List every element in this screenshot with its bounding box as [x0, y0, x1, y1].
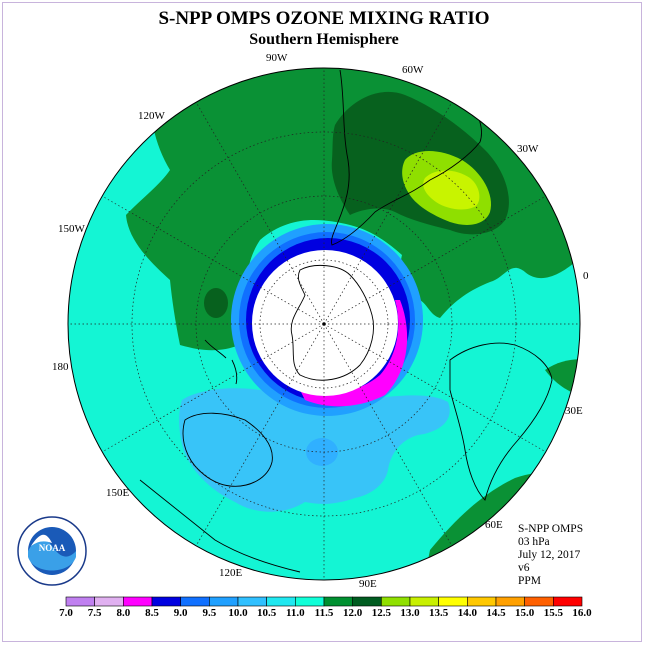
info-instrument: S-NPP OMPS: [518, 523, 584, 535]
lon-label-60e: 60E: [485, 519, 503, 531]
colorbar-label: 10.0: [228, 607, 248, 619]
lon-label-90e: 90E: [359, 578, 377, 590]
map-title: S-NPP OMPS OZONE MIXING RATIO: [158, 8, 490, 29]
info-version: v6: [518, 562, 530, 574]
lon-label-0: 0: [583, 270, 589, 282]
info-level: 03 hPa: [518, 536, 550, 548]
colorbar-swatch: [65, 596, 95, 607]
colorbar-label: 9.5: [202, 607, 217, 619]
colorbar-label: 9.0: [173, 607, 188, 619]
lon-label-90w: 90W: [266, 52, 288, 64]
info-date: July 12, 2017: [518, 549, 581, 561]
vortex-ring-8-0: [300, 300, 408, 407]
colorbar-label: 14.0: [457, 607, 477, 619]
map-subtitle: Southern Hemisphere: [249, 31, 399, 48]
meridian-120e: [195, 323, 325, 547]
colorbar-label: 13.5: [429, 607, 449, 619]
noaa-logo-text: NOAA: [39, 543, 66, 553]
colorbar-label: 8.0: [116, 607, 131, 619]
lon-label-30e: 30E: [565, 405, 583, 417]
colorbar-label: 11.0: [286, 607, 305, 619]
noaa-logo: NOAA: [17, 516, 87, 586]
south-pole-dot: [322, 322, 326, 326]
coast-asia: [139, 479, 301, 573]
colorbar-label: 8.5: [145, 607, 159, 619]
colorbar-swatch: [123, 596, 153, 607]
colorbar-swatch: [94, 596, 124, 607]
longitude-labels: 90W 60W 30W 0 30E 60E 90E 120E 150E 180 …: [52, 52, 589, 590]
colorbar-label: 12.0: [343, 607, 363, 619]
meridian-120w: [195, 101, 325, 325]
noaa-logo-bird: [31, 534, 52, 546]
meridian-30e: [323, 323, 547, 453]
field-13-0-blob: [423, 170, 480, 210]
colorbar-swatch: [151, 596, 181, 607]
colorbar-swatch: [295, 596, 325, 607]
colorbar-label: 7.5: [87, 607, 102, 619]
colorbar-swatch: [237, 596, 267, 607]
colorbar-label: 15.0: [515, 607, 535, 619]
colorbar-swatch: [524, 596, 554, 607]
plot-frame: [2, 2, 642, 642]
colorbar-label: 13.0: [400, 607, 420, 619]
colorbar-swatch: [409, 596, 439, 607]
colorbar-label: 11.5: [314, 607, 334, 619]
lon-label-150w: 150W: [58, 223, 86, 235]
colorbar-swatch: [495, 596, 525, 607]
map-boundary: [67, 67, 581, 581]
lon-label-120w: 120W: [138, 110, 166, 122]
lon-label-60w: 60W: [402, 64, 424, 76]
meridian-60e: [323, 323, 453, 547]
lon-label-30w: 30W: [517, 143, 539, 155]
colorbar-swatch: [323, 596, 353, 607]
coast-new-zealand: [204, 339, 238, 385]
colorbar-label: 15.5: [543, 607, 563, 619]
colorbar-label: 12.5: [371, 607, 391, 619]
colorbar: [65, 596, 583, 607]
colorbar-swatch: [553, 596, 583, 607]
lon-label-150e: 150E: [106, 487, 130, 499]
lon-label-180: 180: [52, 361, 69, 373]
colorbar-swatch: [180, 596, 210, 607]
colorbar-swatch: [381, 596, 411, 607]
field-10-0-patch: [306, 438, 338, 466]
meridian-150e: [101, 323, 325, 453]
noaa-logo-wave: [28, 538, 76, 571]
colorbar-label: 16.0: [572, 607, 592, 619]
graticule: [68, 68, 580, 580]
meridian-60w: [323, 101, 453, 325]
field-11-5-east: [545, 359, 580, 400]
colorbar-swatch: [438, 596, 468, 607]
meridian-150w: [101, 195, 325, 325]
info-block: S-NPP OMPS 03 hPa July 12, 2017 v6 PPM: [518, 523, 583, 588]
colorbar-swatch: [467, 596, 497, 607]
colorbar-swatch: [266, 596, 296, 607]
meridian-30w: [323, 195, 547, 325]
colorbar-label: 14.5: [486, 607, 506, 619]
coast-australia: [182, 412, 273, 487]
ozone-field: [68, 68, 580, 580]
lon-label-120e: 120E: [219, 567, 243, 579]
field-patch-west: [204, 288, 228, 318]
coast-antarctica: [290, 264, 374, 381]
colorbar-swatch: [209, 596, 239, 607]
colorbar-label: 7.0: [59, 607, 73, 619]
colorbar-label: 10.5: [257, 607, 277, 619]
colorbar-swatch: [352, 596, 382, 607]
info-units: PPM: [518, 575, 542, 587]
